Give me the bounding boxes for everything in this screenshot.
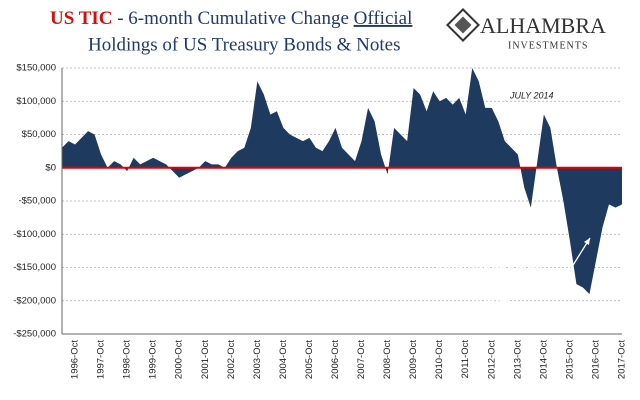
annotation: trouble (472, 293, 509, 307)
logo-sub: INVESTMENTS (508, 40, 588, 51)
y-tick-label: $100,000 (16, 96, 56, 107)
x-tick-label: 1996-Oct (70, 340, 81, 379)
y-tick-label: -$200,000 (13, 295, 56, 306)
logo: ALHAMBRA INVESTMENTS (446, 8, 606, 51)
x-tick-label: 2004-Oct (278, 340, 289, 379)
x-tick-label: 2011-Oct (460, 340, 471, 379)
y-tick-label: -$250,000 (13, 329, 56, 340)
x-tick-label: 2014-Oct (538, 340, 549, 379)
x-tick-label: 1997-Oct (96, 340, 107, 379)
arrow-head (584, 238, 590, 245)
x-tick-label: 2006-Oct (330, 340, 341, 379)
x-tick-label: 2005-Oct (304, 340, 315, 379)
x-tick-label: 2009-Oct (408, 340, 419, 379)
x-tick-label: 2013-Oct (512, 340, 523, 379)
y-tick-label: $0 (45, 162, 56, 173)
x-tick-label: 2012-Oct (486, 340, 497, 379)
y-tick-label: -$50,000 (18, 196, 56, 207)
y-tick-label: -$150,000 (13, 262, 56, 273)
x-tick-label: 2002-Oct (226, 340, 237, 379)
x-tick-label: 2000-Oct (174, 340, 185, 379)
y-tick-label: $150,000 (16, 63, 56, 74)
chart-title: US TIC - 6-month Cumulative Change Offic… (50, 8, 412, 29)
logo-name: ALHAMBRA (480, 13, 606, 38)
x-tick-label: 1998-Oct (122, 340, 133, 379)
x-tick-label: 2003-Oct (252, 340, 263, 379)
x-tick-label: 2017-Oct (617, 340, 628, 379)
x-tick-label: 2010-Oct (434, 340, 445, 379)
x-tick-label: 2008-Oct (382, 340, 393, 379)
x-tick-label: 2007-Oct (356, 340, 367, 379)
annotation: gone in 2017, just less (430, 275, 549, 289)
y-tick-label: -$100,000 (13, 229, 56, 240)
annotation: 'dollar' troubles aren't (434, 257, 548, 271)
y-tick-label: $50,000 (22, 129, 56, 140)
x-tick-label: 2001-Oct (200, 340, 211, 379)
units-label: millions of $s (68, 317, 121, 327)
x-tick-label: 2015-Oct (564, 340, 575, 379)
x-tick-label: 2016-Oct (590, 340, 601, 379)
x-tick-label: 1999-Oct (148, 340, 159, 379)
annotation: JULY 2014 (509, 90, 554, 100)
chart-subtitle: Holdings of US Treasury Bonds & Notes (88, 34, 400, 55)
area (62, 68, 622, 295)
